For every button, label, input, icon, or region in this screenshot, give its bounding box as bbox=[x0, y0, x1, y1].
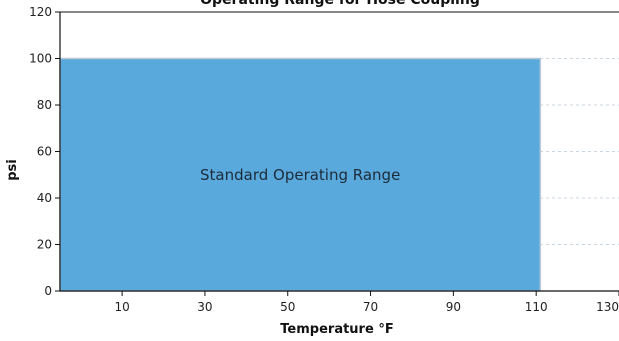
x-axis-title: Temperature °F bbox=[280, 322, 393, 337]
x-tick-label-110: 110 bbox=[525, 300, 548, 314]
x-tick-label-50: 50 bbox=[280, 300, 295, 314]
y-tick-label-100: 100 bbox=[29, 52, 52, 66]
y-axis-title: psi bbox=[5, 159, 20, 181]
y-tick-label-120: 120 bbox=[29, 5, 52, 19]
chart-title: Operating Range for Hose Coupling bbox=[200, 0, 480, 8]
y-tick-label-60: 60 bbox=[37, 145, 52, 159]
y-tick-label-20: 20 bbox=[37, 238, 52, 252]
y-tick-label-40: 40 bbox=[37, 191, 52, 205]
y-axis-ticks: 0 20 40 60 80 100 120 bbox=[29, 5, 60, 298]
standard-operating-range-label: Standard Operating Range bbox=[200, 166, 400, 184]
x-tick-label-130: 130 bbox=[596, 300, 619, 314]
x-axis-ticks: 10 30 50 70 90 110 130 bbox=[114, 291, 619, 314]
x-tick-label-30: 30 bbox=[197, 300, 212, 314]
x-tick-label-70: 70 bbox=[363, 300, 378, 314]
gridlines bbox=[60, 11, 619, 245]
x-tick-label-10: 10 bbox=[114, 300, 129, 314]
y-tick-label-80: 80 bbox=[37, 98, 52, 112]
x-tick-label-90: 90 bbox=[446, 300, 461, 314]
y-tick-label-0: 0 bbox=[44, 284, 52, 298]
